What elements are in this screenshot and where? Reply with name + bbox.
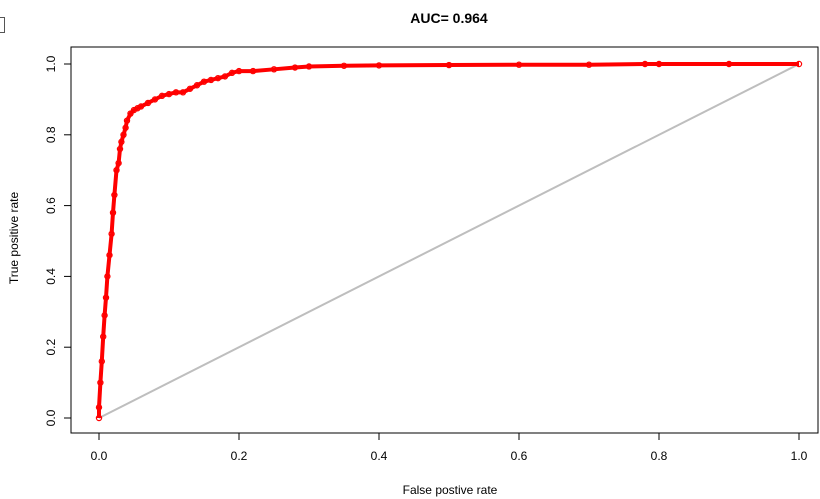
x-tick-label: 1.0 <box>791 449 808 463</box>
roc-curve-point <box>291 64 299 71</box>
roc-curve-point <box>137 103 145 110</box>
y-tick-label: 1.0 <box>44 55 58 72</box>
roc-curve-point <box>186 85 194 92</box>
roc-curve-point <box>120 131 127 138</box>
roc-curve-point <box>795 60 803 68</box>
roc-curve-point <box>214 74 222 82</box>
roc-curve-point <box>95 414 103 422</box>
roc-curve-point <box>101 312 108 319</box>
roc-curve-point <box>655 60 663 68</box>
roc-curve-point <box>585 61 593 68</box>
roc-curve-point <box>104 273 111 280</box>
x-axis-label: False postive rate <box>403 483 498 497</box>
roc-curve-point <box>445 61 453 69</box>
y-tick-label: 0.0 <box>44 409 58 426</box>
roc-curve-point <box>134 105 141 112</box>
roc-curve-point <box>235 67 243 75</box>
roc-curve-point <box>102 294 110 301</box>
roc-curve-point <box>158 92 166 100</box>
roc-curve-point <box>305 63 313 70</box>
corner-bracket-mark <box>0 17 5 33</box>
roc-curve-point <box>515 61 523 68</box>
roc-curve-point <box>270 66 278 73</box>
roc-curve-line <box>97 62 799 418</box>
roc-curve-point <box>123 117 131 124</box>
y-tick-label: 0.6 <box>44 197 58 214</box>
roc-curve-point <box>115 159 122 167</box>
roc-curve-point <box>97 379 104 386</box>
x-tick-label: 0.6 <box>511 449 528 463</box>
roc-curve-point <box>221 73 229 80</box>
roc-curve-point <box>118 138 125 146</box>
roc-curve-point <box>172 89 180 96</box>
roc-curve-point <box>228 69 236 77</box>
roc-curve-point <box>98 358 106 365</box>
roc-curve-point <box>165 90 173 98</box>
roc-curve-point <box>151 96 159 103</box>
roc-curve-point <box>179 89 187 96</box>
roc-curve-point <box>116 145 124 153</box>
roc-curve-point <box>122 124 129 131</box>
x-axis: 0.0 0.2 0.4 0.6 0.8 1.0 <box>91 432 808 463</box>
series-layer <box>95 60 803 422</box>
roc-curve-point <box>113 166 120 174</box>
roc-curve-point <box>111 191 118 199</box>
y-axis: 0.0 0.2 0.4 0.6 0.8 1.0 <box>44 55 72 426</box>
roc-curve-point <box>127 110 134 117</box>
roc-curve-point <box>99 333 107 340</box>
y-tick-label: 0.2 <box>44 339 58 356</box>
x-tick-label: 0.8 <box>651 449 668 463</box>
x-tick-label: 0.4 <box>371 449 388 463</box>
roc-curve-point <box>106 251 113 259</box>
x-tick-label: 0.0 <box>91 449 108 463</box>
roc-curve-point <box>725 60 733 68</box>
y-tick-label: 0.8 <box>44 126 58 143</box>
y-tick-label: 0.4 <box>44 268 58 285</box>
roc-curve-point <box>95 404 103 411</box>
roc-curve-point <box>144 99 152 107</box>
roc-curve-point <box>108 230 115 238</box>
roc-curve-point <box>109 209 117 216</box>
chart-title: AUC= 0.964 <box>410 10 488 26</box>
roc-curve-point <box>375 62 383 69</box>
roc-curve-point <box>207 76 215 84</box>
roc-curve-point <box>130 106 138 114</box>
x-tick-label: 0.2 <box>231 449 248 463</box>
roc-curve-point <box>641 60 649 68</box>
roc-curve-point <box>193 82 201 89</box>
y-axis-label: True positive rate <box>7 192 21 285</box>
roc-curve-point <box>200 78 208 85</box>
roc-curve-point <box>340 62 348 69</box>
diagonal-reference-line <box>98 63 800 419</box>
roc-curve-point <box>249 67 257 75</box>
